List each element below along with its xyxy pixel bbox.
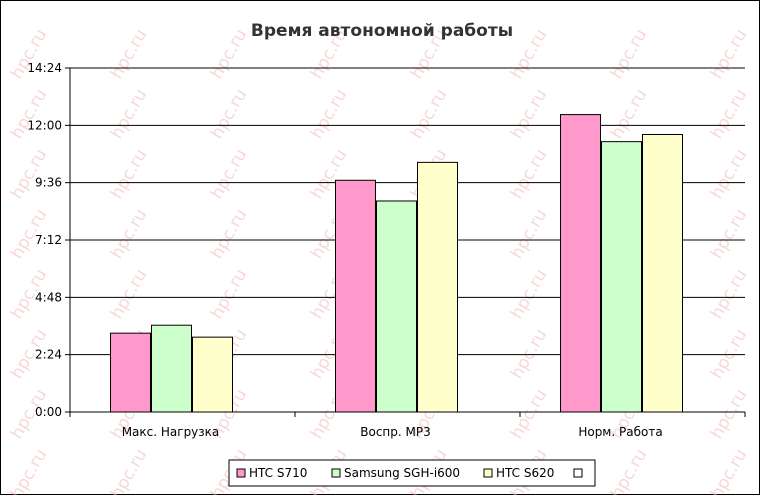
- chart-title: Время автономной работы: [251, 21, 513, 41]
- watermark-text: hpc.ru: [7, 86, 51, 143]
- legend-swatch: [573, 468, 583, 478]
- watermark-text: hpc.ru: [507, 86, 551, 143]
- watermark-text: hpc.ru: [407, 86, 451, 143]
- bar: [601, 141, 642, 413]
- watermark-text: hpc.ru: [607, 26, 651, 83]
- watermark-text: hpc.ru: [707, 146, 751, 203]
- bar: [417, 161, 458, 413]
- y-tick-label: 7:12: [35, 233, 62, 247]
- watermark-text: hpc.ru: [207, 266, 251, 323]
- watermark-text: hpc.ru: [707, 326, 751, 383]
- y-tick-label: 14:24: [27, 61, 62, 75]
- legend-swatch: [483, 468, 493, 478]
- watermark-text: hpc.ru: [707, 86, 751, 143]
- y-tick-label: 4:48: [35, 290, 62, 304]
- watermark-text: hpc.ru: [7, 146, 51, 203]
- watermark-text: hpc.ru: [507, 206, 551, 263]
- watermark-text: hpc.ru: [607, 446, 651, 495]
- bar: [110, 332, 151, 413]
- bar: [560, 114, 601, 413]
- bars: [110, 114, 683, 413]
- legend-label: HTC S710: [249, 466, 307, 480]
- watermark-text: hpc.ru: [207, 86, 251, 143]
- watermark-text: hpc.ru: [507, 386, 551, 443]
- x-axis: Макс. Нагрузка Воспр. MP3 Норм. Работа: [69, 411, 746, 439]
- watermark-text: hpc.ru: [207, 26, 251, 83]
- watermark-text: hpc.ru: [107, 86, 151, 143]
- watermark-text: hpc.ru: [107, 266, 151, 323]
- bar: [642, 133, 683, 413]
- legend-swatch: [236, 468, 246, 478]
- bar: [151, 324, 192, 413]
- x-category-label: Воспр. MP3: [360, 425, 431, 439]
- watermark-text: hpc.ru: [207, 146, 251, 203]
- watermark-text: hpc.ru: [507, 146, 551, 203]
- legend-label: Samsung SGH-i600: [344, 466, 460, 480]
- watermark-text: hpc.ru: [107, 206, 151, 263]
- watermark-text: hpc.ru: [707, 266, 751, 323]
- legend-swatch: [331, 468, 341, 478]
- bar: [192, 336, 233, 413]
- watermark-text: hpc.ru: [107, 446, 151, 495]
- watermark-text: hpc.ru: [707, 446, 751, 495]
- watermark-text: hpc.ru: [7, 446, 51, 495]
- watermark-text: hpc.ru: [307, 86, 351, 143]
- x-category-label: Макс. Нагрузка: [122, 425, 220, 439]
- watermark-text: hpc.ru: [707, 26, 751, 83]
- y-tick-label: 0:00: [35, 405, 62, 419]
- y-tick-label: 9:36: [35, 176, 62, 190]
- watermark-text: hpc.ru: [507, 326, 551, 383]
- bar: [376, 200, 417, 413]
- x-category-label: Норм. Работа: [578, 425, 662, 439]
- watermark-text: hpc.ru: [507, 266, 551, 323]
- legend-label: HTC S620: [496, 466, 554, 480]
- watermark-text: hpc.ru: [107, 146, 151, 203]
- y-tick-label: 12:00: [27, 118, 62, 132]
- legend-box: [228, 459, 596, 487]
- y-axis: 0:00 2:24 4:48 7:12 9:36 12:00 14:24: [27, 61, 71, 419]
- watermark-text: hpc.ru: [607, 86, 651, 143]
- bar: [335, 179, 376, 413]
- watermark-text: hpc.ru: [207, 206, 251, 263]
- watermark-text: hpc.ru: [707, 206, 751, 263]
- watermark-text: hpc.ru: [507, 26, 551, 83]
- y-tick-label: 2:24: [35, 348, 62, 362]
- legend: HTC S710 Samsung SGH-i600 HTC S620: [228, 459, 596, 487]
- watermark-text: hpc.ru: [107, 26, 151, 83]
